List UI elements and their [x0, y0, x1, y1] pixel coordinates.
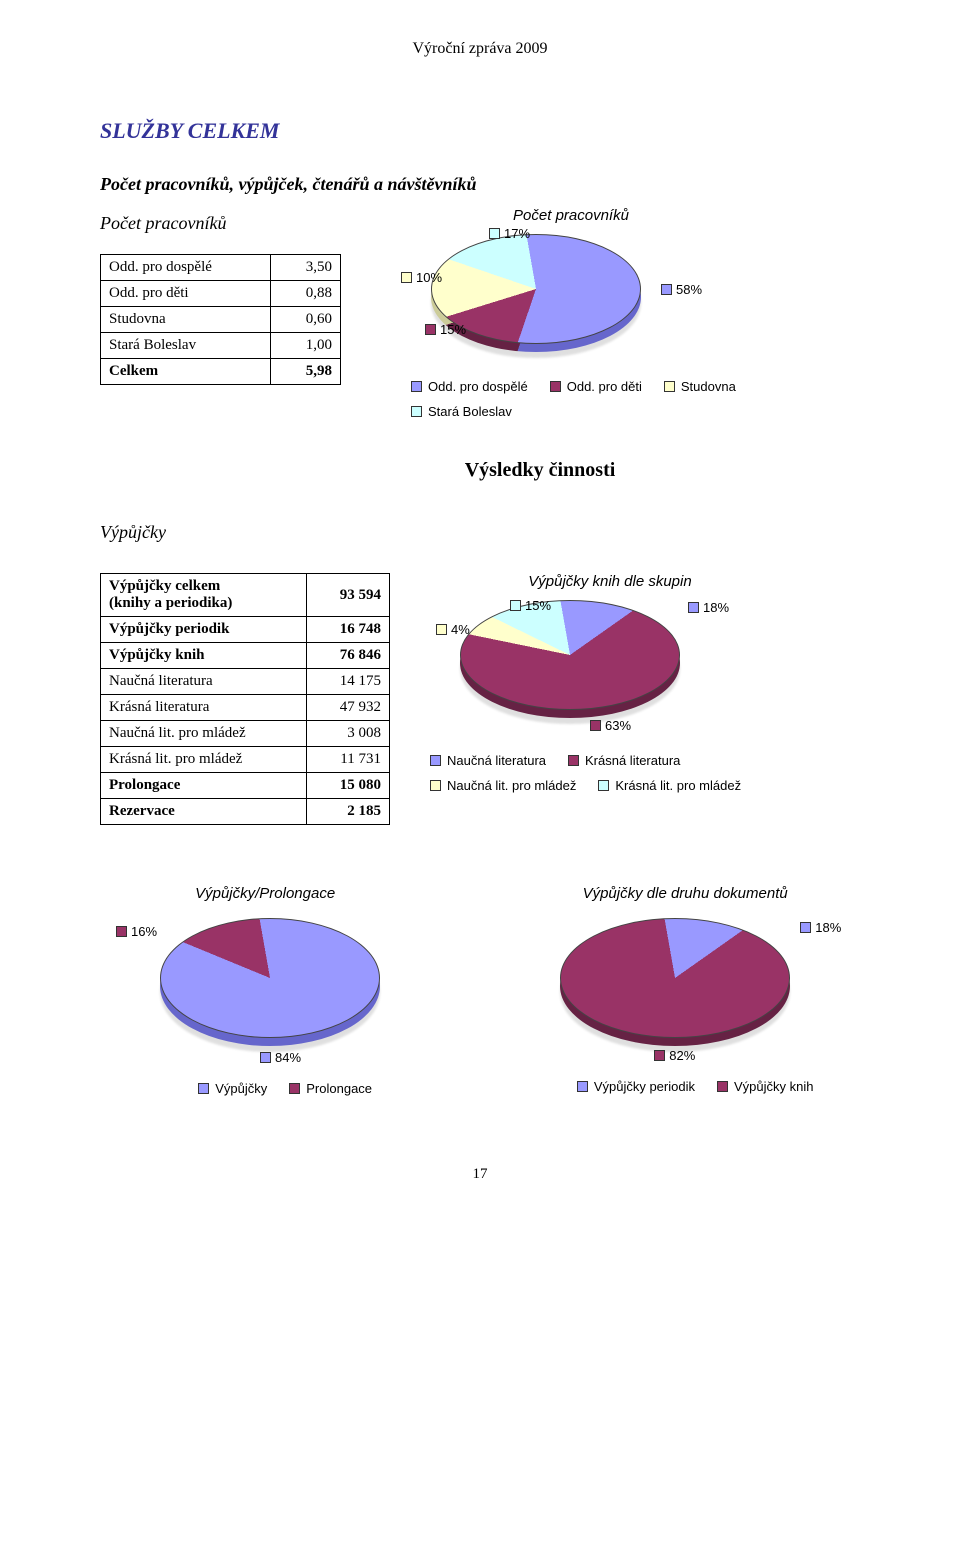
- table-cell: 11 731: [307, 747, 390, 773]
- pct-label: 82%: [654, 1048, 695, 1063]
- page-header: Výroční zpráva 2009: [100, 40, 860, 58]
- pie-chart: 18%63%4%15%: [460, 600, 680, 724]
- legend-item: Výpůjčky periodik: [577, 1079, 695, 1094]
- pct-label: 17%: [489, 226, 530, 241]
- table-cell: Odd. pro děti: [101, 281, 271, 307]
- loans-by-doc-chart: Výpůjčky dle druhu dokumentů 18%82% Výpů…: [510, 885, 860, 1094]
- table-cell: Studovna: [101, 307, 271, 333]
- pct-label: 16%: [116, 924, 157, 939]
- legend-item: Naučná literatura: [430, 753, 546, 768]
- table-cell: Krásná lit. pro mládež: [101, 747, 307, 773]
- staff-table-caption: Počet pracovníků: [100, 213, 341, 234]
- pie-chart: 18%82%: [560, 918, 790, 1052]
- table-cell: Prolongace: [101, 773, 307, 799]
- pct-label: 18%: [688, 600, 729, 615]
- table-cell: 16 748: [307, 617, 390, 643]
- table-cell: Naučná literatura: [101, 669, 307, 695]
- table-cell: Krásná literatura: [101, 695, 307, 721]
- pct-label: 58%: [661, 282, 702, 297]
- pie-chart: 58%15%10%17%: [431, 234, 641, 358]
- table-cell: 2 185: [307, 799, 390, 825]
- table-cell: 3,50: [271, 255, 341, 281]
- pie-chart: 84%16%: [160, 918, 380, 1052]
- table-cell: 14 175: [307, 669, 390, 695]
- staff-table-wrap: Počet pracovníků Odd. pro dospělé3,50Odd…: [100, 213, 341, 385]
- legend-item: Krásná lit. pro mládež: [598, 778, 741, 793]
- loans-prolong-chart: Výpůjčky/Prolongace 84%16% VýpůjčkyProlo…: [100, 885, 430, 1096]
- legend-item: Prolongace: [289, 1081, 372, 1096]
- legend-item: Naučná lit. pro mládež: [430, 778, 576, 793]
- pct-label: 84%: [260, 1050, 301, 1065]
- legend-item: Odd. pro děti: [550, 379, 642, 394]
- table-cell: Odd. pro dospělé: [101, 255, 271, 281]
- chart-title: Počet pracovníků: [391, 207, 751, 224]
- chart-legend: Výpůjčky periodik Výpůjčky knih: [530, 1079, 860, 1094]
- table-cell: 0,88: [271, 281, 341, 307]
- results-heading: Výsledky činnosti: [220, 459, 860, 482]
- pct-label: 15%: [510, 598, 551, 613]
- table-cell: Celkem: [101, 359, 271, 385]
- chart-title: Výpůjčky knih dle skupin: [420, 573, 800, 590]
- table-cell: 5,98: [271, 359, 341, 385]
- pct-label: 18%: [800, 920, 841, 935]
- table-cell: Výpůjčky periodik: [101, 617, 307, 643]
- table-cell: Rezervace: [101, 799, 307, 825]
- chart-legend: Naučná literatura Krásná literatura Naučná…: [430, 753, 800, 793]
- loans-heading: Výpůjčky: [100, 522, 860, 543]
- loans-by-group-chart: Výpůjčky knih dle skupin 18%63%4%15% Nau…: [420, 573, 800, 793]
- chart-title: Výpůjčky/Prolongace: [100, 885, 430, 902]
- pct-label: 15%: [425, 322, 466, 337]
- table-cell: Výpůjčky knih: [101, 643, 307, 669]
- table-cell: Výpůjčky celkem(knihy a periodika): [101, 574, 307, 617]
- table-cell: Stará Boleslav: [101, 333, 271, 359]
- legend-item: Odd. pro dospělé: [411, 379, 528, 394]
- table-cell: 76 846: [307, 643, 390, 669]
- staff-heading: Počet pracovníků, výpůjček, čtenářů a ná…: [100, 174, 860, 195]
- legend-item: Krásná literatura: [568, 753, 680, 768]
- staff-table: Odd. pro dospělé3,50Odd. pro děti0,88Stu…: [100, 254, 341, 385]
- table-cell: 47 932: [307, 695, 390, 721]
- legend-item: Studovna: [664, 379, 736, 394]
- table-cell: 0,60: [271, 307, 341, 333]
- legend-item: Výpůjčky knih: [717, 1079, 813, 1094]
- staff-chart: Počet pracovníků 58%15%10%17% Odd. pro d…: [391, 207, 751, 419]
- chart-legend: Výpůjčky Prolongace: [140, 1081, 430, 1096]
- pct-label: 4%: [436, 622, 470, 637]
- page-number: 17: [100, 1166, 860, 1183]
- table-cell: 1,00: [271, 333, 341, 359]
- legend-item: Stará Boleslav: [411, 404, 512, 419]
- pct-label: 10%: [401, 270, 442, 285]
- section-title: SLUŽBY CELKEM: [100, 118, 860, 144]
- legend-item: Výpůjčky: [198, 1081, 267, 1096]
- table-cell: 93 594: [307, 574, 390, 617]
- chart-title: Výpůjčky dle druhu dokumentů: [510, 885, 860, 902]
- table-cell: 3 008: [307, 721, 390, 747]
- table-cell: Naučná lit. pro mládež: [101, 721, 307, 747]
- pct-label: 63%: [590, 718, 631, 733]
- chart-legend: Odd. pro dospělé Odd. pro děti Studovna Sta…: [411, 379, 751, 419]
- loans-table: Výpůjčky celkem(knihy a periodika)93 594…: [100, 573, 390, 825]
- table-cell: 15 080: [307, 773, 390, 799]
